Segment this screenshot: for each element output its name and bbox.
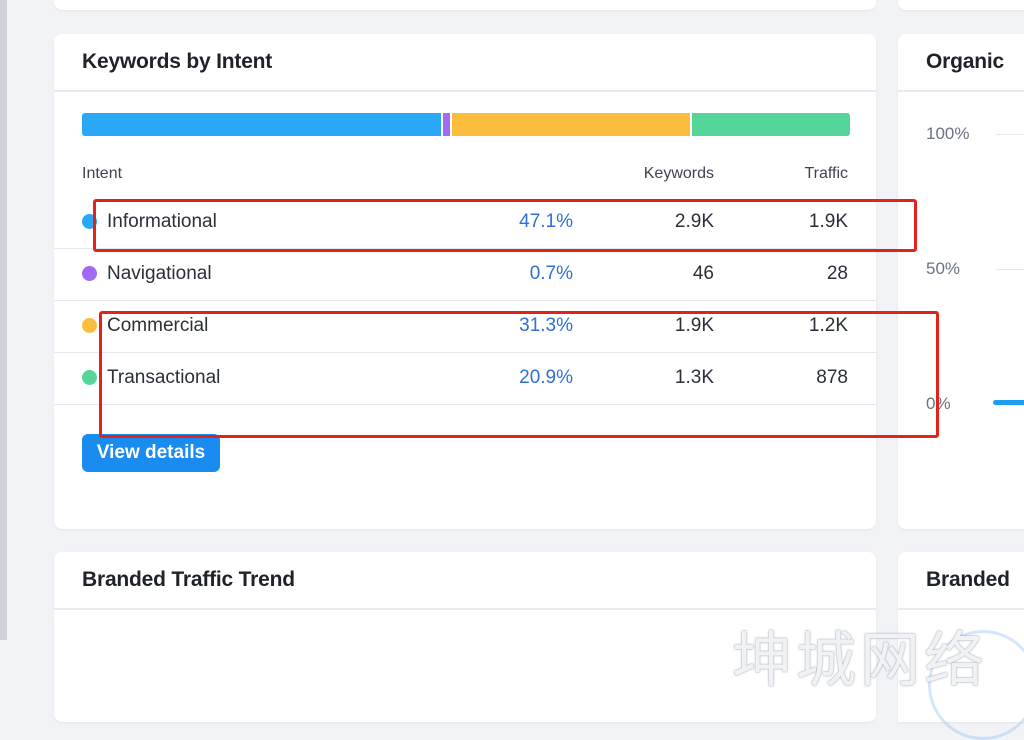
column-header-keywords[interactable]: Keywords [643, 165, 714, 182]
intent-percent-link[interactable]: 0.7% [529, 263, 573, 284]
intent-percent-link[interactable]: 20.9% [519, 367, 573, 388]
card-title: Branded [926, 568, 1010, 591]
divider [898, 608, 1024, 610]
intent-row-commercial: Commercial 31.3% 1.9K 1.2K [54, 301, 876, 353]
keywords-by-intent-card: Keywords by Intent Intent Keywords Traff… [54, 34, 876, 529]
intent-traffic-value: 878 [816, 367, 848, 388]
intent-traffic-value: 28 [826, 263, 848, 284]
row-divider [54, 248, 876, 249]
intent-traffic-value: 1.9K [808, 211, 848, 232]
navigational-dot-icon [82, 266, 97, 281]
highlight-box-commercial-transactional [99, 311, 939, 438]
y-axis-label-100: 100% [926, 124, 970, 143]
commercial-dot-icon [82, 318, 97, 333]
intent-name: Commercial [107, 315, 209, 336]
gridline [996, 134, 1024, 135]
divider [54, 608, 876, 610]
watermark: 坤城网络 [732, 626, 988, 696]
top-card-left [54, 0, 876, 10]
top-card-right [898, 0, 1024, 10]
intent-keywords-value: 1.3K [674, 367, 714, 388]
intent-name: Transactional [107, 367, 221, 388]
card-title: Branded Traffic Trend [82, 568, 295, 591]
row-divider [54, 404, 876, 405]
intent-bar-segment-informational[interactable] [82, 113, 441, 136]
intent-bar-segment-commercial[interactable] [451, 113, 690, 136]
column-header-traffic[interactable]: Traffic [804, 165, 848, 182]
intent-bar-segment-transactional[interactable] [691, 113, 850, 136]
divider [54, 90, 876, 92]
branded-traffic-trend-card: Branded Traffic Trend [54, 552, 876, 722]
intent-percent-link[interactable]: 47.1% [519, 211, 573, 232]
intent-name: Informational [107, 211, 217, 232]
column-header-intent: Intent [82, 165, 123, 182]
row-divider [54, 300, 876, 301]
intent-keywords-value: 2.9K [674, 211, 714, 232]
row-divider [54, 352, 876, 353]
left-rail [0, 0, 7, 640]
card-title: Organic [926, 50, 1004, 73]
transactional-dot-icon [82, 370, 97, 385]
intent-keywords-value: 1.9K [674, 315, 714, 336]
intent-distribution-bar [82, 113, 850, 136]
y-axis-label-50: 50% [926, 259, 961, 278]
chart-series-line [993, 400, 1024, 405]
intent-percent-link[interactable]: 31.3% [519, 315, 573, 336]
divider [898, 90, 1024, 92]
intent-name: Navigational [107, 263, 212, 284]
intent-row-transactional: Transactional 20.9% 1.3K 878 [54, 353, 876, 405]
view-details-button[interactable]: View details [82, 434, 220, 472]
gridline [996, 269, 1024, 270]
intent-row-navigational: Navigational 0.7% 46 28 [54, 249, 876, 301]
organic-traffic-card: Organic 100% 50% 0% [898, 34, 1024, 529]
card-title: Keywords by Intent [82, 50, 273, 73]
intent-traffic-value: 1.2K [808, 315, 848, 336]
intent-keywords-value: 46 [692, 263, 714, 284]
highlight-box-informational [93, 199, 917, 252]
intent-row-informational: Informational 47.1% 2.9K 1.9K [54, 197, 876, 249]
intent-bar-segment-navigational[interactable] [442, 113, 450, 136]
